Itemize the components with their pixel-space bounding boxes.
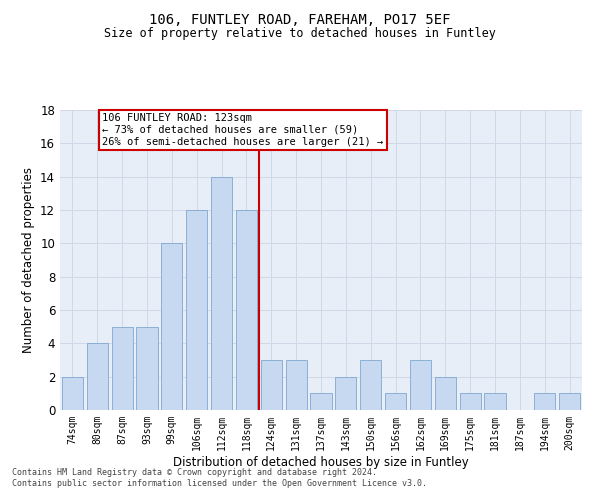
Text: 106 FUNTLEY ROAD: 123sqm
← 73% of detached houses are smaller (59)
26% of semi-d: 106 FUNTLEY ROAD: 123sqm ← 73% of detach… [102,114,383,146]
Bar [484,394,506,410]
Bar [112,326,133,410]
Bar [385,394,406,410]
Bar [87,344,108,410]
Bar [236,210,257,410]
Bar [186,210,207,410]
Text: 106, FUNTLEY ROAD, FAREHAM, PO17 5EF: 106, FUNTLEY ROAD, FAREHAM, PO17 5EF [149,12,451,26]
Text: Size of property relative to detached houses in Funtley: Size of property relative to detached ho… [104,28,496,40]
Bar [559,394,580,410]
Bar [211,176,232,410]
Bar [534,394,555,410]
Bar [335,376,356,410]
Bar [435,376,456,410]
Bar [161,244,182,410]
Bar [310,394,332,410]
Y-axis label: Number of detached properties: Number of detached properties [22,167,35,353]
Bar [286,360,307,410]
Bar [136,326,158,410]
Bar [360,360,381,410]
Text: Contains HM Land Registry data © Crown copyright and database right 2024.
Contai: Contains HM Land Registry data © Crown c… [12,468,427,487]
Bar [261,360,282,410]
Bar [62,376,83,410]
X-axis label: Distribution of detached houses by size in Funtley: Distribution of detached houses by size … [173,456,469,468]
Bar [410,360,431,410]
Bar [460,394,481,410]
